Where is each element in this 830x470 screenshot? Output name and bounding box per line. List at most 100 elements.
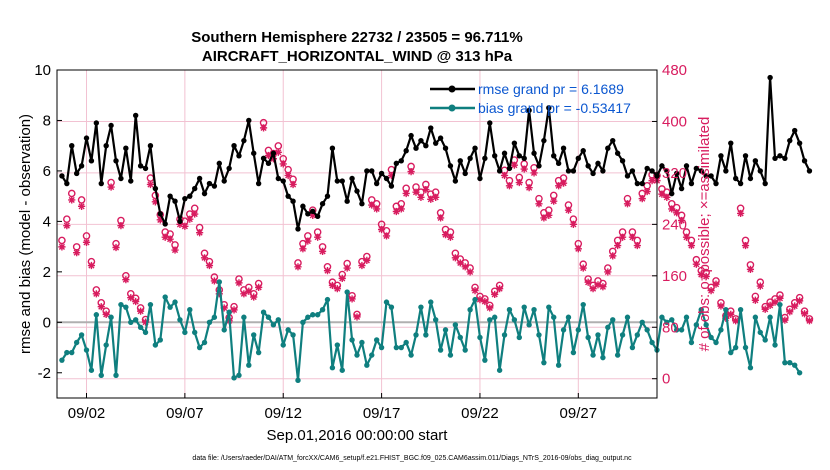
obs-assimilated-marker <box>117 222 125 230</box>
bias-point <box>693 322 700 328</box>
obs-assimilated-marker <box>363 256 371 264</box>
bias-point <box>698 306 704 313</box>
obs-assimilated-marker <box>540 214 548 222</box>
rmse-point <box>496 168 503 174</box>
y-left-tick-label: -2 <box>38 365 51 382</box>
obs-assimilated-marker <box>97 303 105 311</box>
bias-point <box>649 339 655 346</box>
bias-point <box>290 332 296 338</box>
bias-point <box>187 306 193 313</box>
rmse-point <box>521 155 527 162</box>
rmse-point <box>506 165 513 172</box>
rmse-point <box>659 163 665 169</box>
rmse-point <box>634 180 641 187</box>
rmse-point <box>324 193 331 199</box>
bias-point <box>673 327 680 333</box>
obs-assimilated-marker <box>432 193 440 201</box>
bias-point <box>472 296 478 303</box>
rmse-point <box>275 175 282 182</box>
bias-point <box>280 342 286 348</box>
obs-assimilated-marker <box>245 287 253 295</box>
bias-point <box>718 327 724 333</box>
obs-assimilated-marker <box>663 193 671 201</box>
bias-point <box>511 317 518 323</box>
rmse-point <box>683 163 690 169</box>
obs-assimilated-marker <box>373 205 381 213</box>
bias-point <box>442 327 449 333</box>
obs-assimilated-marker <box>348 295 356 303</box>
obs-assimilated-marker <box>392 207 400 216</box>
obs-assimilated-marker <box>230 306 238 314</box>
rmse-point <box>413 145 419 151</box>
obs-assimilated-marker <box>68 196 76 204</box>
bias-point <box>329 365 336 371</box>
rmse-point <box>403 148 409 154</box>
obs-assimilated-marker <box>279 160 287 168</box>
rmse-point <box>172 198 178 204</box>
rmse-point <box>688 180 695 187</box>
bias-point <box>590 352 596 358</box>
data-file-footnote: data file: /Users/raeder/DAI/ATM_forcXX/… <box>192 455 632 462</box>
y-left-tick-label: 2 <box>43 264 51 281</box>
obs-assimilated-marker <box>732 317 740 325</box>
obs-assimilated-marker <box>122 276 130 284</box>
obs-assimilated-marker <box>141 318 150 326</box>
obs-assimilated-marker <box>299 245 307 253</box>
obs-assimilated-marker <box>707 286 715 295</box>
obs-assimilated-marker <box>73 249 81 257</box>
rmse-point <box>536 163 542 169</box>
rmse-point <box>462 170 468 177</box>
bias-point <box>713 339 719 346</box>
rmse-point <box>280 178 286 184</box>
rmse-point <box>201 190 208 197</box>
rmse-point <box>472 145 478 151</box>
bias-point <box>777 301 783 308</box>
rmse-point <box>792 127 798 134</box>
obs-assimilated-marker <box>102 310 110 318</box>
y-right-tick-label: 80 <box>662 319 679 336</box>
obs-assimilated-marker <box>146 180 155 189</box>
bias-point <box>418 304 424 310</box>
bias-point <box>339 367 345 373</box>
rmse-point <box>693 165 700 172</box>
rmse-point <box>290 198 296 204</box>
rmse-point <box>624 173 631 179</box>
bias-point <box>585 334 591 341</box>
obs-assimilated-marker <box>727 310 735 318</box>
obs-assimilated-marker <box>151 198 159 206</box>
rmse-point <box>772 155 778 162</box>
rmse-point <box>231 142 237 149</box>
bias-point <box>506 306 513 313</box>
bias-point <box>531 306 537 313</box>
bias-point <box>452 322 459 328</box>
rmse-point <box>73 170 80 177</box>
bias-point <box>610 317 616 323</box>
obs-assimilated-marker <box>127 294 135 302</box>
rmse-point <box>531 150 537 156</box>
rmse-point <box>319 201 326 207</box>
obs-assimilated-marker <box>682 233 691 241</box>
bias-point <box>565 314 572 320</box>
y-right-tick-label: 320 <box>662 165 687 182</box>
obs-assimilated-marker <box>451 254 459 262</box>
bias-point <box>728 349 734 356</box>
bias-point <box>477 334 483 341</box>
rmse-point <box>314 213 321 220</box>
bias-point <box>423 332 429 338</box>
obs-assimilated-marker <box>535 200 543 208</box>
obs-assimilated-marker <box>353 313 361 321</box>
obs-assimilated-marker <box>781 316 789 324</box>
bias-point <box>526 322 532 328</box>
bias-point <box>644 327 650 333</box>
obs-assimilated-marker <box>82 238 91 246</box>
obs-assimilated-marker <box>427 195 435 203</box>
rmse-point <box>555 160 562 167</box>
obs-assimilated-marker <box>520 165 528 173</box>
bias-point <box>462 347 468 353</box>
bias-point <box>762 337 768 343</box>
obs-assimilated-marker <box>264 151 273 160</box>
bias-point <box>378 344 385 351</box>
bias-point <box>265 314 272 320</box>
bias-point <box>600 354 606 361</box>
bias-point <box>137 324 144 331</box>
